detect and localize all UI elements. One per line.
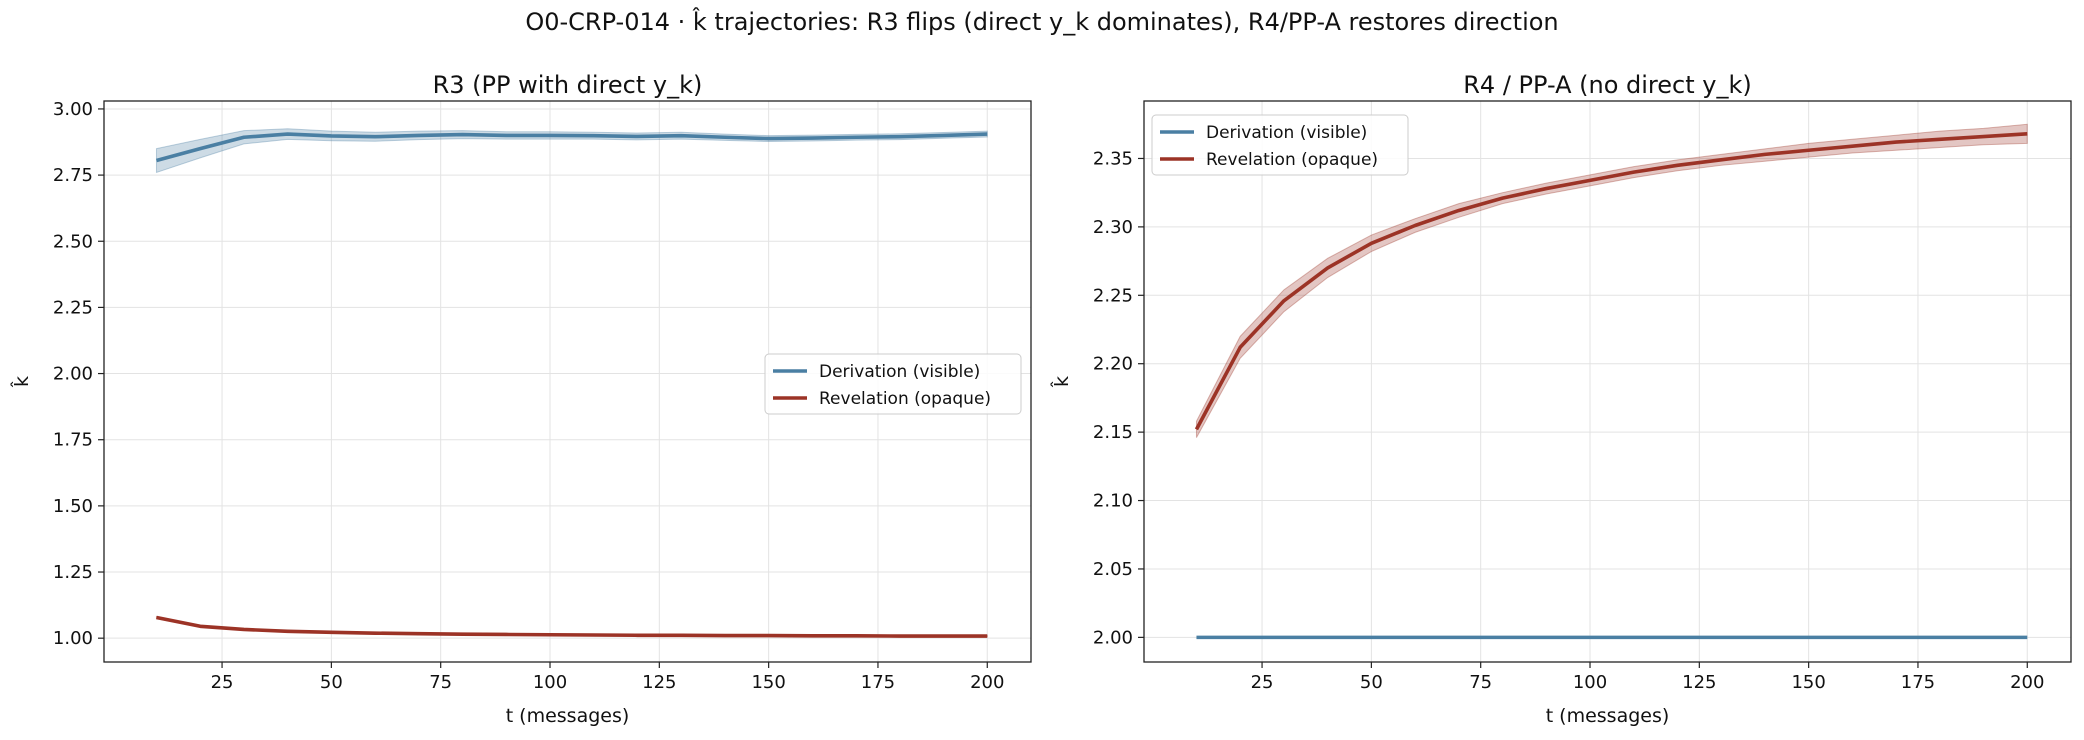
chart-r4: 25 50 75 100 125 150 175 200 2.00 2.05 2.10 2.15 2.2… xyxy=(1051,71,2072,727)
x-axis-label: t (messages) xyxy=(1546,705,1670,727)
y-tick-label: 2.75 xyxy=(53,165,93,186)
x-axis-label: t (messages) xyxy=(506,705,630,727)
legend-entry: Revelation (opaque) xyxy=(819,389,991,409)
chart-title: R3 (PP with direct y_k) xyxy=(433,71,703,99)
y-tick-label: 2.05 xyxy=(1093,559,1133,580)
y-tick-label: 2.25 xyxy=(1093,285,1133,306)
y-tick-label: 2.20 xyxy=(1093,354,1133,375)
y-axis-label: k̂ xyxy=(1051,376,1073,388)
y-tick-label: 2.10 xyxy=(1093,491,1133,512)
x-tick-label: 25 xyxy=(211,672,234,693)
x-tick-label: 200 xyxy=(2010,672,2044,693)
y-tick-label: 2.15 xyxy=(1093,422,1133,443)
plot-frame xyxy=(103,100,1032,663)
x-tick-label: 100 xyxy=(533,672,567,693)
y-tick-label: 2.25 xyxy=(53,297,93,318)
x-tick-label: 125 xyxy=(1682,672,1716,693)
x-tick-label: 100 xyxy=(1573,672,1607,693)
series-band-revelation xyxy=(1195,123,2028,438)
series-line-revelation xyxy=(1194,132,2028,431)
legend-entry: Revelation (opaque) xyxy=(1206,150,1378,170)
x-tick-label: 50 xyxy=(1360,672,1383,693)
y-tick-label: 1.25 xyxy=(53,562,93,583)
x-tick-label: 150 xyxy=(1791,672,1825,693)
chart-r3: 25 50 75 100 125 150 175 200 1.00 1.25 1.50 1.75 2.0… xyxy=(11,71,1032,727)
y-tick-label: 2.50 xyxy=(53,231,93,252)
legend: Derivation (visible) Revelation (opaque) xyxy=(764,353,1022,415)
legend-box xyxy=(764,353,1022,415)
x-tick-label: 75 xyxy=(1469,672,1492,693)
x-tick-label: 125 xyxy=(642,672,676,693)
y-tick-label: 2.35 xyxy=(1093,148,1133,169)
y-tick-label: 1.50 xyxy=(53,496,93,517)
x-tick-label: 175 xyxy=(1901,672,1935,693)
y-tick-label: 1.75 xyxy=(53,430,93,451)
x-tick-label: 200 xyxy=(970,672,1004,693)
figure-suptitle: O0-CRP-014 · k̂ trajectories: R3 flips (… xyxy=(525,8,1559,36)
x-tick-label: 50 xyxy=(320,672,343,693)
chart-title: R4 / PP-A (no direct y_k) xyxy=(1463,71,1751,99)
legend-entry: Derivation (visible) xyxy=(819,362,980,382)
y-tick-label: 2.00 xyxy=(53,364,93,385)
y-tick-label: 2.00 xyxy=(1093,627,1133,648)
legend-box xyxy=(1151,114,1409,176)
y-tick-label: 1.00 xyxy=(53,628,93,649)
legend: Derivation (visible) Revelation (opaque) xyxy=(1151,114,1409,176)
x-tick-label: 175 xyxy=(861,672,895,693)
x-tick-label: 150 xyxy=(751,672,785,693)
plot-frame xyxy=(1143,100,2072,663)
series-line-derivation xyxy=(155,132,988,163)
y-tick-label: 2.30 xyxy=(1093,217,1133,238)
x-tick-label: 75 xyxy=(429,672,452,693)
x-tick-label: 25 xyxy=(1251,672,1274,693)
y-tick-label: 3.00 xyxy=(53,99,93,120)
y-axis-label: k̂ xyxy=(11,376,33,388)
series-line-revelation xyxy=(156,615,988,638)
legend-entry: Derivation (visible) xyxy=(1206,123,1367,143)
